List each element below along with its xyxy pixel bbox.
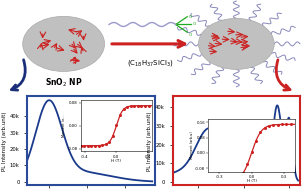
FancyArrowPatch shape (12, 60, 25, 90)
Text: SnO$_2$ NP: SnO$_2$ NP (45, 77, 82, 89)
Circle shape (23, 16, 105, 71)
Text: Cl: Cl (188, 15, 193, 19)
Text: (C$_{18}$H$_{37}$SiCl$_3$): (C$_{18}$H$_{37}$SiCl$_3$) (127, 58, 173, 68)
Text: Cl: Cl (188, 33, 193, 37)
Y-axis label: PL Intensity (arb.unit): PL Intensity (arb.unit) (2, 111, 7, 170)
Text: Cl: Cl (192, 22, 197, 26)
FancyArrowPatch shape (276, 60, 290, 90)
Circle shape (198, 18, 274, 69)
Y-axis label: PL Intensity (arb.unit): PL Intensity (arb.unit) (148, 111, 152, 170)
